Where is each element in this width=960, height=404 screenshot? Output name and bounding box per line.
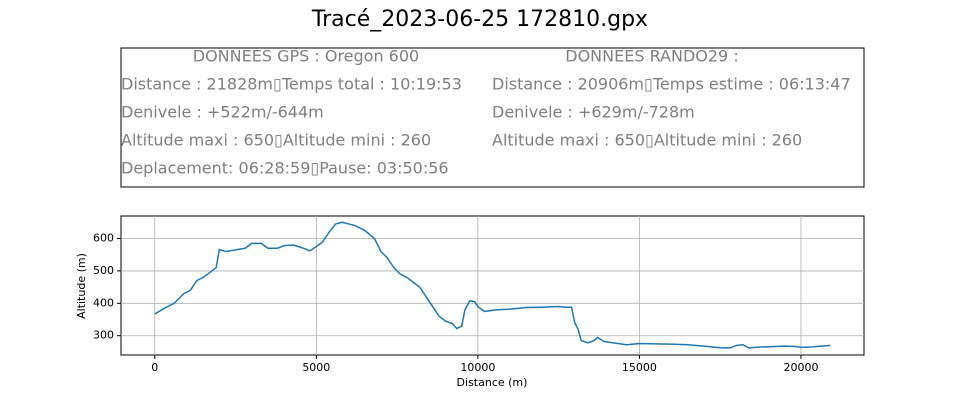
y-tick-label: 600	[93, 232, 114, 245]
info-box	[120, 47, 865, 188]
chart-title: Tracé_2023-06-25 172810.gpx	[311, 7, 648, 32]
x-tick-label: 10000	[460, 361, 495, 374]
info-line: Deplacement: 06:28:59▯Pause: 03:50:56	[121, 159, 449, 178]
y-tick-label: 400	[93, 296, 114, 309]
x-tick-label: 5000	[302, 361, 330, 374]
x-tick-label: 20000	[783, 361, 818, 374]
y-tick-label: 500	[93, 264, 114, 277]
line-series	[154, 221, 831, 349]
plot-frame	[120, 215, 865, 356]
info-line: Denivele : +522m/-644m	[121, 103, 324, 122]
x-tick-label: 15000	[622, 361, 657, 374]
info-line: Denivele : +629m/-728m	[492, 103, 695, 122]
info-line: Altitude maxi : 650▯Altitude mini : 260	[121, 131, 431, 150]
x-axis-label: Distance (m)	[457, 376, 528, 389]
x-tick-label: 0	[151, 361, 158, 374]
info-line: Distance : 21828m▯Temps total : 10:19:53	[121, 75, 462, 94]
info-line: Distance : 20906m▯Temps estime : 06:13:4…	[492, 75, 851, 94]
y-axis-label: Altitude (m)	[75, 253, 88, 319]
info-line: Altitude maxi : 650▯Altitude mini : 260	[492, 131, 802, 150]
info-header: DONNEES GPS : Oregon 600	[193, 47, 419, 66]
info-header: DONNEES RANDO29 :	[565, 47, 738, 66]
y-tick-label: 300	[93, 329, 114, 342]
